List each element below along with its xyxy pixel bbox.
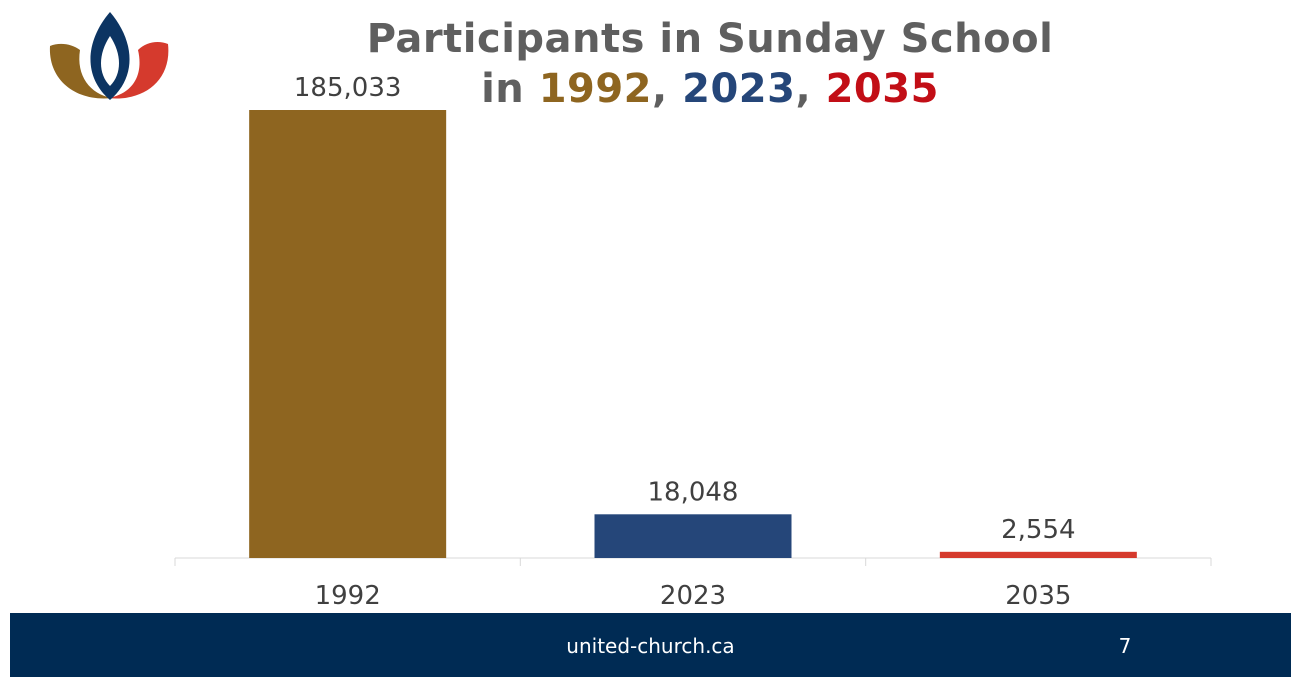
united-church-logo-icon bbox=[49, 12, 169, 100]
chart-title-separator: , bbox=[652, 66, 683, 112]
page-number: 7 bbox=[1118, 634, 1132, 658]
data-label-2023: 18,048 bbox=[648, 477, 739, 507]
data-label-2035: 2,554 bbox=[1001, 515, 1075, 545]
x-tick-label-2035: 2035 bbox=[1005, 581, 1071, 611]
bar-2035 bbox=[939, 551, 1137, 558]
chart-title-year-1992: 1992 bbox=[538, 66, 653, 112]
chart-title-line-2: in 1992, 2023, 2035 bbox=[360, 64, 1060, 114]
footer-url: united-church.ca bbox=[566, 634, 735, 658]
chart-title-year-2035: 2035 bbox=[825, 66, 939, 112]
chart-title: Participants in Sunday School in 1992, 2… bbox=[360, 14, 1060, 114]
x-tick-label-2023: 2023 bbox=[660, 581, 726, 611]
footer-bar: united-church.ca 7 bbox=[10, 613, 1291, 677]
chart-title-line-1: Participants in Sunday School bbox=[366, 16, 1054, 62]
data-label-1992: 185,033 bbox=[294, 73, 402, 103]
x-tick-label-1992: 1992 bbox=[315, 581, 381, 611]
bar-1992 bbox=[249, 110, 447, 558]
chart-title-separator: , bbox=[795, 66, 826, 112]
chart-title-prefix: in bbox=[481, 66, 539, 112]
bar-chart: 185,033 1992 18,048 2023 2,554 2035 bbox=[174, 73, 1212, 611]
chart-title-year-2023: 2023 bbox=[682, 66, 796, 112]
bar-2023 bbox=[594, 514, 792, 558]
